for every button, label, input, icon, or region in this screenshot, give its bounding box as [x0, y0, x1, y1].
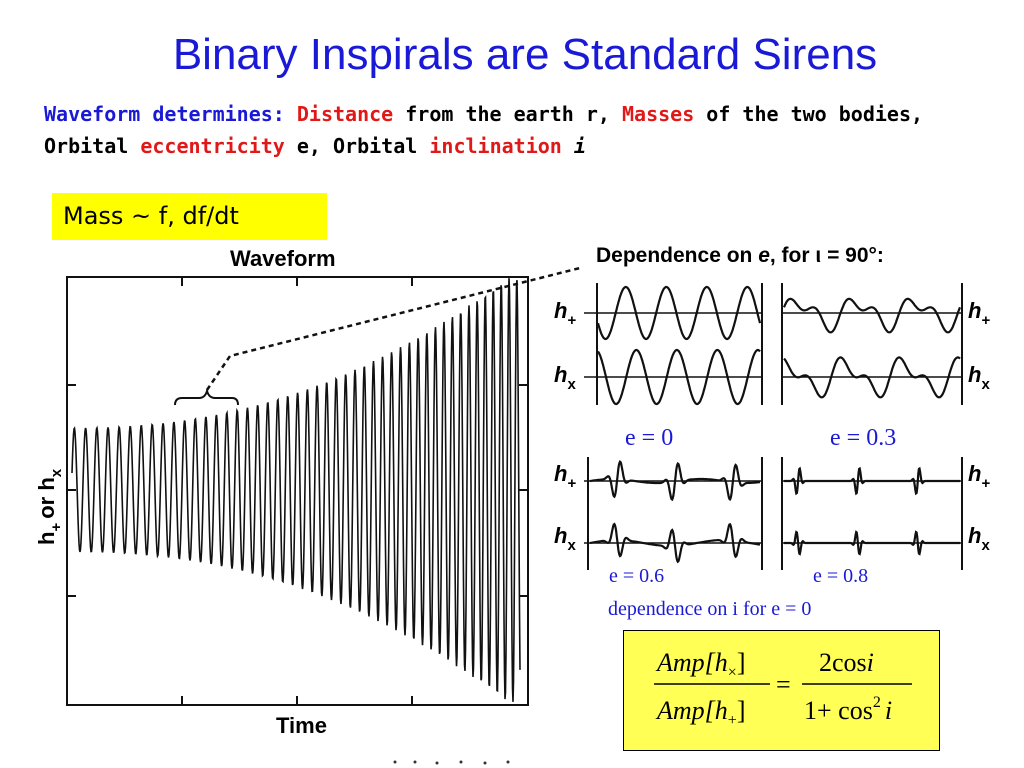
inclination-note: dependence on i for e = 0: [608, 598, 812, 620]
panel-right-labels: h+ hx h+ hx: [968, 298, 990, 554]
label-e0-hcross: hx: [554, 362, 576, 393]
ylabel-plus: +: [48, 523, 65, 532]
zoom-pointer-line: [205, 266, 581, 391]
bracket: [174, 387, 239, 406]
dependence-heading: Dependence on e, for ι = 90°:: [596, 244, 884, 267]
label-e08: e = 0.8: [813, 565, 869, 587]
subtitle-earth: from the earth r,: [405, 102, 610, 126]
label-e08-hcross: hx: [968, 523, 990, 554]
waveform-ylabel: h+ or hx: [34, 468, 65, 545]
bottom-dots: [393, 760, 510, 765]
formula-num-left: Amp[h×]: [655, 648, 745, 681]
waveform-e06-hplus: [589, 459, 760, 502]
waveform-e08-hplus: [784, 466, 960, 496]
label-e06-hcross: hx: [554, 523, 576, 554]
subtitle-distance: Distance: [296, 102, 394, 126]
subtitle-i: i: [573, 134, 586, 158]
formula-box: Amp[h×] Amp[h+] = 2cosi 1+ cos2 i: [623, 630, 940, 751]
slide-subtitle: Waveform determines: Distance from the e…: [44, 98, 994, 162]
formula-num-right: 2cosi: [819, 648, 874, 677]
label-e06: e = 0.6: [609, 565, 665, 587]
subtitle-bodies: of the two bodies, Orbital: [44, 102, 924, 158]
amplitude-ratio-formula: Amp[h×] Amp[h+] = 2cosi 1+ cos2 i: [654, 648, 912, 729]
label-e0: e = 0: [625, 425, 674, 451]
panel-left-labels: h+ hx h+ hx: [554, 298, 576, 554]
chirp-waveform: [71, 278, 521, 702]
waveform-xlabel: Time: [276, 713, 327, 738]
panel-brackets: [587, 283, 963, 570]
ylabel-or: or h: [34, 477, 59, 519]
label-e0-hplus: h+: [554, 298, 576, 329]
label-e03-hcross: hx: [968, 362, 990, 393]
subtitle-masses: Masses: [622, 102, 695, 126]
subtitle-lead: Waveform determines:: [44, 102, 285, 126]
ylabel-h: h: [34, 532, 59, 545]
label-e03: e = 0.3: [830, 425, 897, 451]
subtitle-eccentricity: eccentricity: [140, 134, 285, 158]
label-e08-hplus: h+: [968, 461, 990, 492]
formula-equals: =: [776, 670, 791, 699]
waveform-ticks: [67, 277, 528, 705]
label-e06-hplus: h+: [554, 461, 576, 492]
subtitle-inclination: inclination: [429, 134, 562, 158]
formula-den-right: 1+ cos2 i: [804, 694, 892, 725]
waveform-e08-hcross: [784, 530, 960, 556]
waveform-e03-hcross: [783, 356, 961, 399]
subtitle-orbital: e, Orbital: [296, 134, 418, 158]
ylabel-x: x: [48, 468, 65, 477]
waveform-e0-hcross: [597, 348, 761, 406]
waveform-e06-hcross: [589, 522, 761, 564]
waveform-e03-hplus: [782, 297, 962, 334]
label-e03-hplus: h+: [968, 298, 990, 329]
waveform-plot-title: Waveform: [230, 246, 336, 271]
formula-den-left: Amp[h+]: [655, 696, 745, 729]
waveform-e0-hplus: [596, 285, 762, 341]
mass-box: Mass ~ f, df/dt: [52, 193, 327, 240]
svg-text:h+or hx: h+ or hx: [34, 468, 65, 545]
slide-title: Binary Inspirals are Standard Sirens: [172, 30, 878, 79]
